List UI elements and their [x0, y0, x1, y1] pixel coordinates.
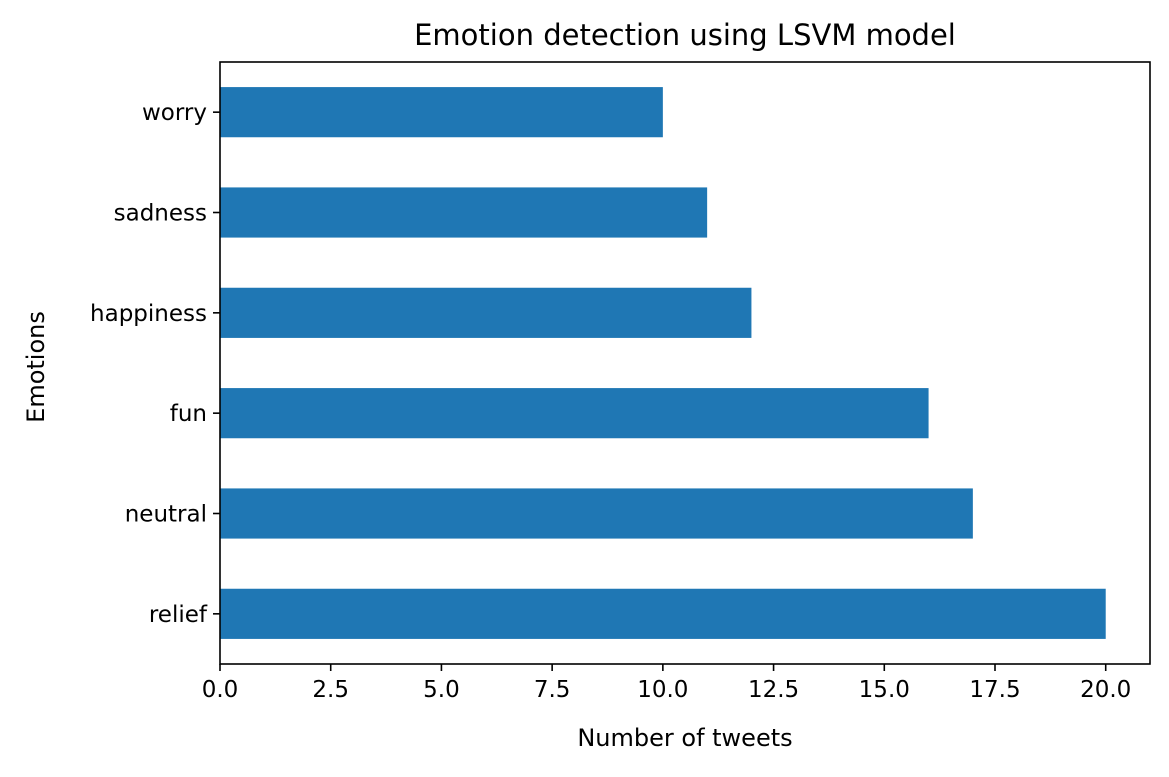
x-tick-label: 7.5	[534, 677, 571, 703]
bar-sadness	[220, 187, 708, 238]
x-axis-label: Number of tweets	[577, 724, 792, 752]
bar-neutral	[220, 488, 973, 539]
y-tick-label: neutral	[125, 502, 207, 528]
chart-title: Emotion detection using LSVM model	[414, 18, 956, 52]
plot-frame	[219, 61, 1151, 665]
y-tick-label: happiness	[90, 301, 207, 327]
x-tick-label: 15.0	[859, 677, 910, 703]
y-tick-label: worry	[142, 100, 207, 126]
x-tick-label: 5.0	[423, 677, 460, 703]
ticks-layer: relief neutral fun happiness sadness worry 0.0…	[90, 100, 1131, 703]
x-tick-label: 10.0	[637, 677, 688, 703]
bar-worry	[220, 87, 663, 138]
bar-relief	[220, 588, 1106, 639]
x-tick-label: 12.5	[748, 677, 799, 703]
y-tick-label: relief	[149, 602, 208, 628]
bars-layer	[220, 87, 1106, 639]
y-axis-label: Emotions	[22, 311, 50, 423]
x-tick-label: 17.5	[969, 677, 1020, 703]
x-tick-label: 0.0	[202, 677, 239, 703]
y-tick-label: fun	[170, 401, 207, 427]
x-tick-label: 20.0	[1080, 677, 1131, 703]
bar-happiness	[220, 287, 752, 338]
y-tick-label: sadness	[114, 201, 207, 227]
x-tick-label: 2.5	[312, 677, 349, 703]
bar-fun	[220, 388, 929, 439]
